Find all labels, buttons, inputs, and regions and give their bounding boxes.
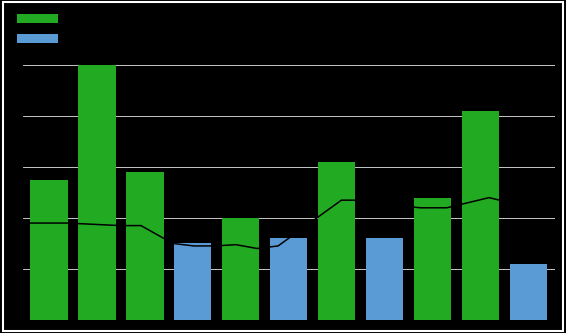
Bar [270,238,307,320]
Bar [318,162,355,320]
Bar [174,243,212,320]
Bar [31,180,68,320]
Bar [78,65,115,320]
Bar [414,197,451,320]
Bar [509,264,547,320]
Bar [126,172,164,320]
Bar [462,111,499,320]
Bar [366,238,403,320]
Bar [222,218,259,320]
